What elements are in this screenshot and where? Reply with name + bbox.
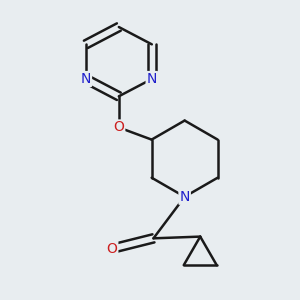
Text: O: O	[113, 121, 124, 134]
Text: N: N	[147, 72, 157, 86]
Text: N: N	[179, 190, 190, 204]
Text: N: N	[81, 72, 91, 86]
Text: O: O	[106, 242, 117, 256]
